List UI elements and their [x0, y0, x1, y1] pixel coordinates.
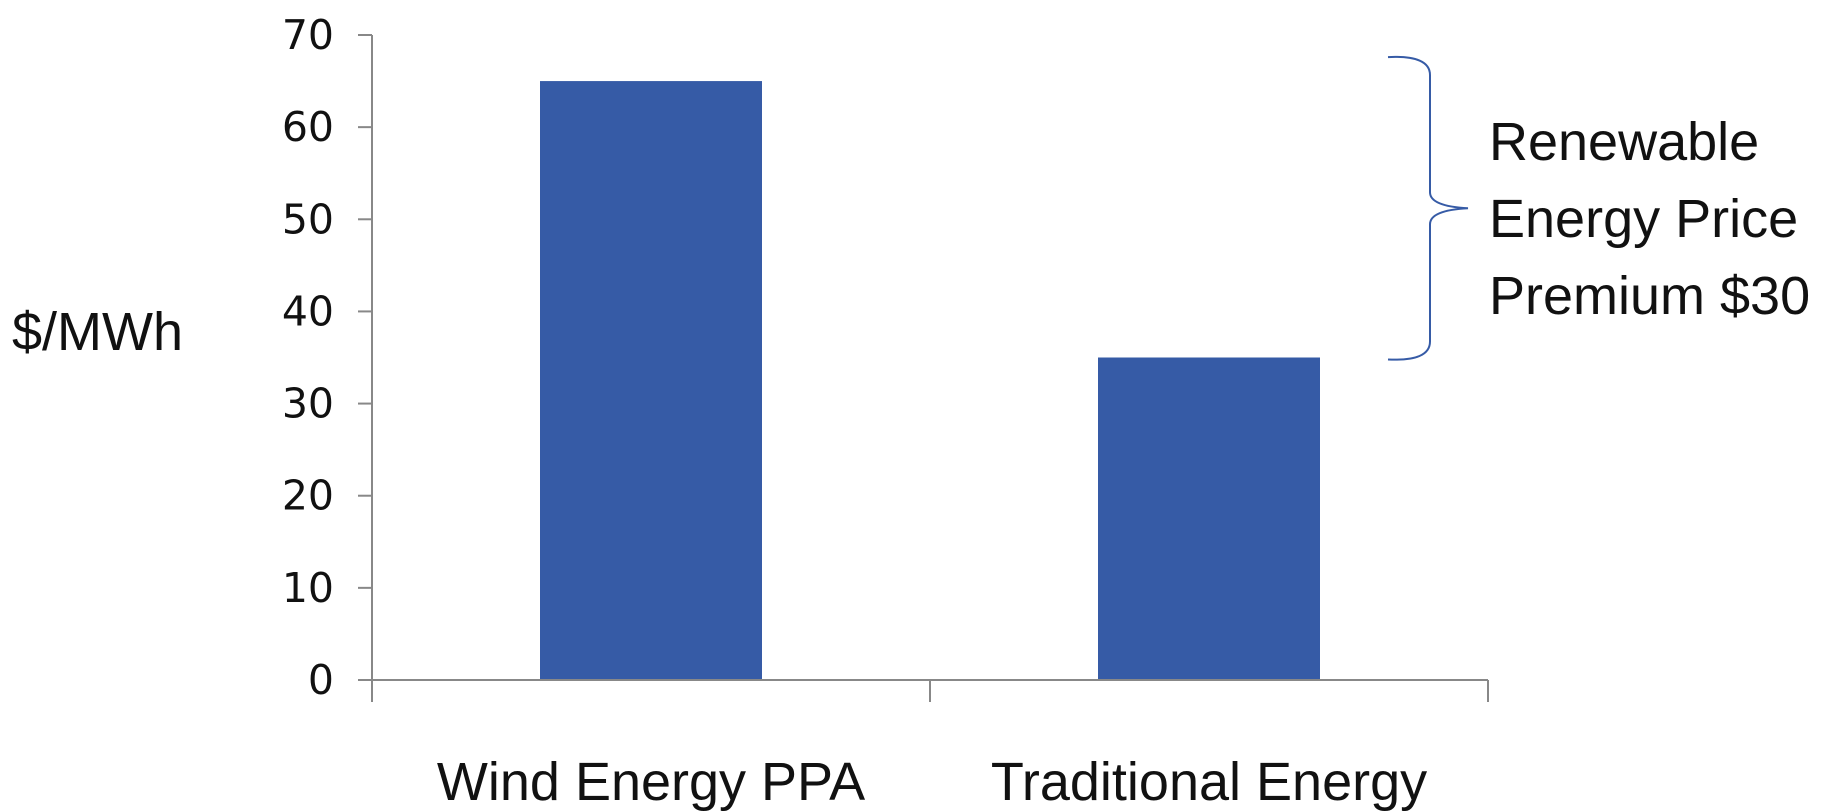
y-tick-label: 30 — [282, 380, 334, 428]
y-tick-label: 50 — [282, 195, 334, 243]
y-axis-title: $/MWh — [12, 302, 183, 362]
axes — [371, 35, 1489, 702]
bar-0 — [540, 81, 762, 681]
y-tick-label: 70 — [282, 11, 334, 59]
brace-bracket — [1387, 55, 1469, 361]
annotation-text-line: Energy Price — [1489, 189, 1798, 249]
annotation: Renewable Energy Price Premium $30 — [1387, 55, 1810, 361]
bar-1 — [1098, 357, 1320, 680]
bars — [540, 81, 1320, 681]
x-category-label: Traditional Energy — [991, 752, 1427, 812]
y-tick-label: 0 — [308, 656, 334, 704]
annotation-text-line: Premium $30 — [1489, 266, 1810, 326]
annotation-text-line: Renewable — [1489, 112, 1759, 172]
x-axis-category-labels: Wind Energy PPA Traditional Energy — [437, 752, 1427, 812]
y-tick-label: 40 — [282, 287, 334, 335]
y-tick-label: 10 — [282, 564, 334, 612]
x-category-label: Wind Energy PPA — [437, 752, 865, 812]
y-tick-label: 60 — [282, 103, 334, 151]
y-axis-ticks: 0 10 20 30 40 50 60 70 — [282, 11, 372, 704]
y-tick-label: 20 — [282, 472, 334, 520]
